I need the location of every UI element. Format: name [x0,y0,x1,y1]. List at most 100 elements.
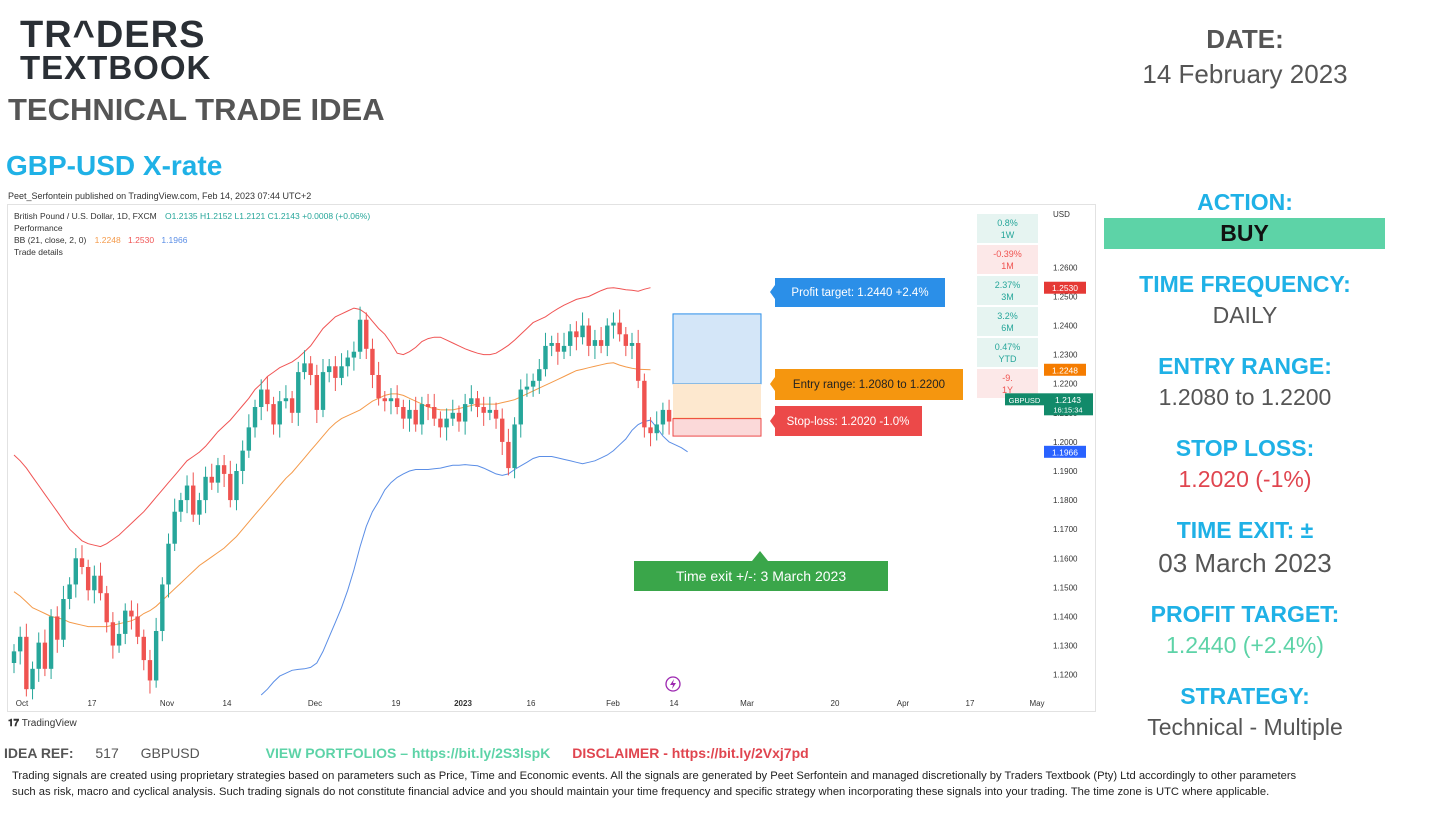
candle-body [351,351,357,358]
candle [382,391,387,412]
candle [605,318,610,357]
x-tick-label: Oct [16,699,29,708]
candle-body [370,348,375,375]
candle-body [302,363,307,373]
lightning-icon[interactable] [665,676,681,692]
candle [617,309,622,342]
performance-cell: -9.1Y [977,369,1038,398]
candle [259,379,264,421]
candle [17,626,23,665]
candle-body [203,476,208,501]
candle-body [648,427,653,434]
performance-value: 3.2% [997,311,1018,321]
y-tick-label: 1.1300 [1053,642,1078,651]
action-value: BUY [1104,218,1385,249]
legend-bb[interactable]: BB (21, close, 2, 0) [14,235,86,245]
stop-loss-label: STOP LOSS: [1175,435,1315,461]
performance-value: 2.37% [995,280,1021,290]
candle [55,606,60,653]
profit-target-label[interactable]: Profit target: 1.2440 +2.4% [770,278,945,307]
candle-body [326,366,332,373]
candle-body [388,398,394,402]
performance-cell: 2.37% 3M [977,276,1038,305]
candle-body [191,485,196,515]
candle-body [444,418,449,428]
candle-body [413,409,418,425]
candle [660,402,666,435]
current-price-text: 1.2143 [1055,395,1081,405]
legend-performance[interactable]: Performance [14,223,63,233]
candle [537,359,542,394]
performance-period: 6M [1001,323,1014,333]
candle-body [642,380,647,428]
candle-body [147,660,153,681]
stop-loss-label[interactable]: Stop-loss: 1.2020 -1.0% [770,406,922,436]
legend-trade-details[interactable]: Trade details [14,247,63,257]
candle [11,644,17,674]
candle-body [635,343,641,381]
view-portfolios-link[interactable]: VIEW PORTFOLIOS – https://bit.ly/2S3lspK [265,745,551,761]
candle [116,620,122,653]
countdown-text: 16:15:34 [1053,405,1082,414]
candle-body [92,575,97,591]
candle-body [401,407,406,419]
candle [345,350,350,377]
candle [574,321,579,351]
candle [314,364,320,423]
disclaimer-link[interactable]: DISCLAIMER - https://bit.ly/2Vxj7pd [572,745,809,761]
candle [419,396,425,435]
candle [234,463,239,511]
candle-body [611,322,616,326]
footer-ref-row: IDEA REF: 517 GBPUSD VIEW PORTFOLIOS – h… [4,745,809,761]
y-tick-label: 1.1700 [1053,525,1078,534]
candle [73,548,78,598]
candle-body [586,325,591,346]
candle [586,318,591,357]
candle [493,402,499,429]
candle-body [598,340,604,346]
candle-body [500,418,505,442]
x-tick-label: May [1029,699,1044,708]
candle-body [524,386,530,390]
price-chart[interactable]: 0.8%1W-0.39%1M2.37%3M3.2%6M0.47%YTD-9.1Y… [8,205,1097,713]
candle [388,388,394,415]
candle-body [221,465,227,474]
profit-target-text: Profit target: 1.2440 +2.4% [791,287,928,299]
candle [524,373,530,397]
candle [351,341,357,371]
candle [487,396,493,421]
candle-body [438,418,443,428]
candle-body [419,404,425,425]
candle-body [592,340,598,346]
strategy-label: STRATEGY: [1180,683,1310,709]
candle-body [246,427,252,451]
tradingview-logo[interactable]: 𝟏𝟕 TradingView [8,718,77,729]
y-tick-label: 1.2000 [1053,438,1078,447]
candle-body [549,343,554,346]
candle [635,329,641,389]
candle [135,603,140,645]
y-tick-label: 1.1600 [1053,554,1078,563]
candle [197,492,202,525]
candle [265,376,270,412]
time-exit-text: Time exit +/-: 3 March 2023 [676,568,846,584]
legend-ohlc: O1.2135 H1.2152 L1.2121 C1.2143 +0.0008 … [165,211,370,221]
candle [104,585,109,633]
entry-range-label[interactable]: Entry range: 1.2080 to 1.2200 [770,369,963,400]
candle [413,396,418,432]
candle [277,391,282,438]
candle-body [283,398,289,402]
candle-body [55,616,60,640]
chart-container[interactable]: 0.8% 1W -0.39% 1M 2.37% 3M 3.2% 6M 0.47% YTD -9. 1Y… [7,204,1096,712]
symbol-tag-bg [1005,393,1044,406]
y-tick-label: 1.2600 [1053,263,1078,272]
time-exit-label[interactable]: Time exit +/-: 3 March 2023 [634,551,888,591]
bb-upper-line [13,287,651,548]
price-tag-upper-bg [1044,281,1086,294]
candle-body [73,558,78,585]
performance-period: YTD [999,354,1018,364]
candle [308,356,313,386]
candle-body [11,651,17,663]
time-exit-value: 03 March 2023 [1158,548,1332,578]
candle [30,661,35,700]
